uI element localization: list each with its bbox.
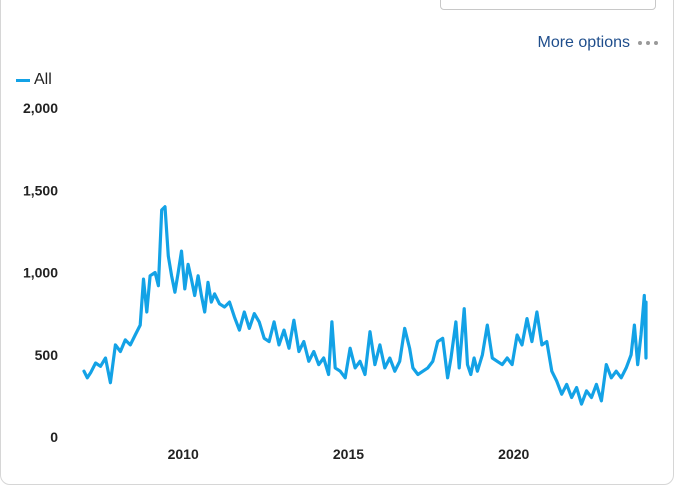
y-tick-label: 500 — [35, 347, 59, 363]
top-select-box[interactable] — [440, 0, 656, 10]
more-options-label: More options — [537, 34, 631, 51]
y-tick-label: 1,000 — [23, 265, 58, 281]
y-tick-label: 0 — [50, 429, 58, 445]
y-tick-label: 1,500 — [23, 182, 58, 198]
y-tick-label: 2,000 — [23, 100, 58, 116]
x-tick-label: 2010 — [168, 446, 199, 462]
legend-label-all: All — [34, 71, 52, 88]
more-dots-icon — [638, 41, 658, 45]
legend-swatch-all — [16, 78, 30, 82]
chart-legend[interactable]: All — [16, 71, 52, 89]
x-tick-label: 2020 — [498, 446, 529, 462]
more-options-button[interactable]: More options — [537, 34, 658, 52]
x-tick-label: 2015 — [333, 446, 364, 462]
series-line-all[interactable] — [82, 205, 648, 406]
